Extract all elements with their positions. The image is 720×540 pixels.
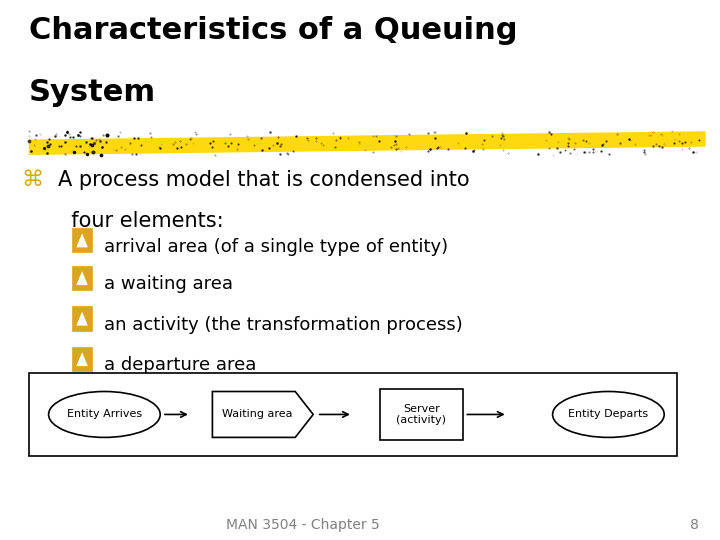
Polygon shape xyxy=(212,392,313,437)
FancyBboxPatch shape xyxy=(72,228,92,252)
Polygon shape xyxy=(29,131,706,155)
FancyBboxPatch shape xyxy=(29,373,677,456)
Text: a departure area: a departure area xyxy=(104,356,257,374)
Text: 8: 8 xyxy=(690,518,698,532)
Text: an activity (the transformation process): an activity (the transformation process) xyxy=(104,316,463,334)
Polygon shape xyxy=(76,352,88,366)
Polygon shape xyxy=(76,312,88,326)
Ellipse shape xyxy=(48,392,160,437)
Text: Waiting area: Waiting area xyxy=(222,409,292,420)
FancyBboxPatch shape xyxy=(72,307,92,330)
Text: Server
(activity): Server (activity) xyxy=(396,404,446,426)
Text: four elements:: four elements: xyxy=(58,211,223,231)
Text: arrival area (of a single type of entity): arrival area (of a single type of entity… xyxy=(104,238,449,255)
FancyBboxPatch shape xyxy=(72,266,92,291)
Polygon shape xyxy=(76,233,88,247)
Text: a waiting area: a waiting area xyxy=(104,275,233,293)
Text: A process model that is condensed into: A process model that is condensed into xyxy=(58,170,469,190)
Polygon shape xyxy=(76,271,88,285)
Text: Entity Arrives: Entity Arrives xyxy=(67,409,142,420)
Text: Entity Departs: Entity Departs xyxy=(568,409,649,420)
Ellipse shape xyxy=(553,392,664,437)
Text: ⌘: ⌘ xyxy=(22,170,44,190)
Text: System: System xyxy=(29,78,156,107)
FancyBboxPatch shape xyxy=(72,347,92,372)
Text: Characteristics of a Queuing: Characteristics of a Queuing xyxy=(29,16,517,45)
Text: MAN 3504 - Chapter 5: MAN 3504 - Chapter 5 xyxy=(225,518,379,532)
FancyBboxPatch shape xyxy=(380,389,462,440)
